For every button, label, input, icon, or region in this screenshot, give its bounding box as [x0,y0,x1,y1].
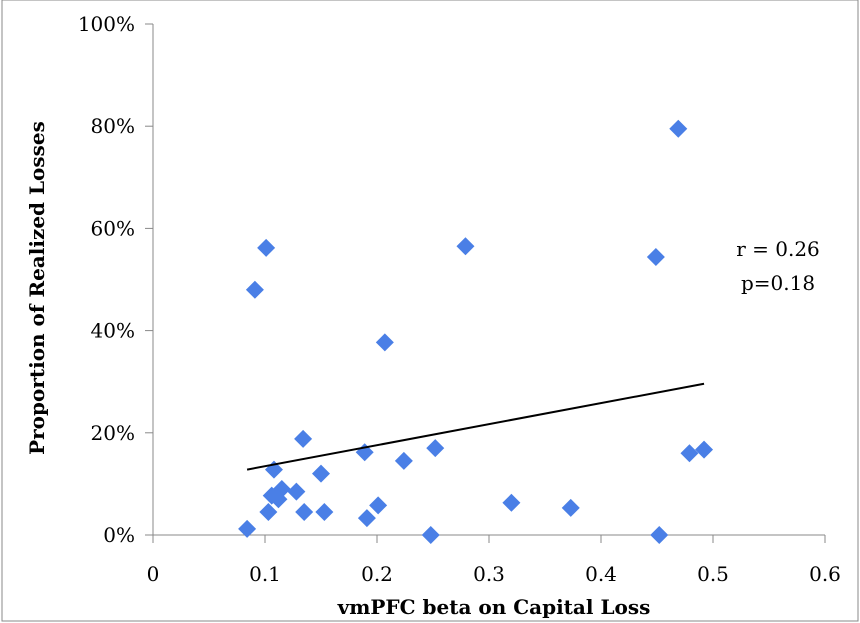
data-point [646,248,665,267]
data-point [295,503,314,522]
y-tick-label: 20% [91,421,135,445]
data-point [272,480,291,499]
x-tick-label: 0 [147,562,160,586]
annotation-p: p=0.18 [741,271,815,295]
data-points [238,119,714,544]
data-point [502,493,521,512]
y-tick-label: 100% [78,12,135,36]
x-tick-label: 0.5 [697,562,729,586]
y-axis-ticks: 0% 20% 40% 60% 80% 100% [78,12,153,547]
data-point [650,526,669,544]
x-axis-title: vmPFC beta on Capital Loss [337,595,651,619]
x-tick-label: 0.6 [809,562,841,586]
data-point [312,464,330,483]
data-point [369,496,388,515]
data-point [257,238,276,257]
data-point [421,526,440,544]
x-tick-label: 0.1 [249,562,281,586]
data-point [245,280,264,299]
data-point [680,444,699,463]
y-tick-label: 60% [91,216,135,240]
data-point [695,440,714,459]
data-point [426,439,445,458]
x-axis-ticks: 0 0.1 0.2 0.3 0.4 0.5 0.6 [147,535,841,586]
data-point [238,519,257,538]
trendline [246,382,705,471]
x-tick-label: 0.3 [473,562,505,586]
y-tick-label: 0% [103,523,135,547]
x-tick-label: 0.2 [361,562,393,586]
data-point [456,237,475,256]
data-point [357,509,376,528]
data-point [561,498,580,517]
data-point [315,503,334,522]
y-tick-label: 80% [91,114,135,138]
annotation-r: r = 0.26 [736,237,820,261]
x-tick-label: 0.4 [585,562,617,586]
data-point [259,503,278,522]
data-point [375,333,394,352]
data-point [394,451,413,470]
data-point [294,429,313,448]
data-point [669,119,688,138]
y-axis-title: Proportion of Realized Losses [25,121,49,455]
data-point [287,482,306,501]
y-tick-label: 40% [91,319,135,343]
